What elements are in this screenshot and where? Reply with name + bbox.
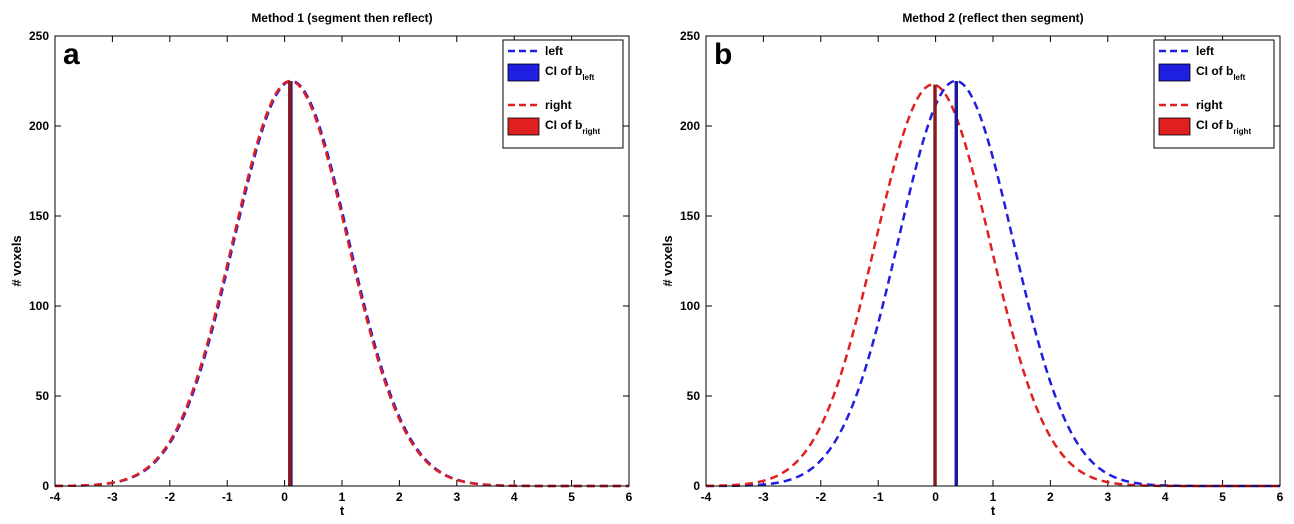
legend-swatch-ci-right: [1158, 117, 1191, 136]
y-tick-label: 150: [29, 209, 49, 223]
y-tick-label: 100: [29, 299, 49, 313]
x-tick-label: 2: [396, 490, 403, 504]
legend-label-left: left: [1196, 44, 1214, 58]
y-tick-label: 100: [680, 299, 700, 313]
x-axis-label: t: [991, 503, 996, 518]
series-line-right: [54, 79, 629, 488]
y-tick-label: 250: [680, 29, 700, 43]
x-tick-label: -1: [873, 490, 884, 504]
panel-letter: a: [63, 38, 80, 71]
x-tick-label: 2: [1047, 490, 1054, 504]
x-tick-label: 3: [453, 490, 460, 504]
legend-label-left: left: [545, 44, 563, 58]
chart-panel-b: Method 2 (reflect then segment) -4 -3 -2 -1 0…: [660, 11, 1284, 518]
x-tick-label: -4: [50, 490, 61, 504]
x-tick-label: 3: [1104, 490, 1111, 504]
x-tick-label: 6: [626, 490, 633, 504]
x-tick-label: 1: [339, 490, 346, 504]
legend-label-right: right: [545, 98, 572, 112]
ci-bar-right: [933, 84, 937, 486]
y-tick-label: 0: [693, 479, 700, 493]
legend-label-ci-left: CI of bleft: [1196, 64, 1246, 82]
y-tick-label: 50: [36, 389, 50, 403]
ci-bar-left: [954, 81, 958, 486]
x-tick-label: 0: [281, 490, 288, 504]
legend-label-ci-left-sub: left: [582, 73, 594, 82]
legend-swatch-ci-left: [1158, 63, 1191, 82]
x-tick-label: 6: [1277, 490, 1284, 504]
x-tick-label: 4: [511, 490, 518, 504]
legend-swatch-ci-right: [507, 117, 540, 136]
panel-letter: b: [714, 38, 732, 71]
plot-frame: [54, 35, 630, 487]
x-tick-label: -2: [164, 490, 175, 504]
legend-label-ci-right: CI of bright: [1196, 118, 1251, 136]
x-axis-label: t: [340, 503, 345, 518]
x-tick-label: 5: [1219, 490, 1226, 504]
y-tick-label: 200: [680, 119, 700, 133]
x-tick-label: -4: [701, 490, 712, 504]
legend-label-ci-left: CI of bleft: [545, 64, 595, 82]
legend-label-ci-left-sub: left: [1233, 73, 1245, 82]
y-tick-label: 200: [29, 119, 49, 133]
x-tick-label: 5: [568, 490, 575, 504]
series-line-left: [705, 79, 1280, 488]
x-tick-label: 0: [932, 490, 939, 504]
x-tick-label: -3: [107, 490, 118, 504]
legend-label-ci-right: CI of bright: [545, 118, 600, 136]
x-tick-label: 1: [990, 490, 997, 504]
y-tick-label: 50: [687, 389, 701, 403]
legend-label-ci-left-main: CI of b: [545, 64, 582, 78]
chart-title: Method 1 (segment then reflect): [251, 11, 432, 25]
legend-label-right: right: [1196, 98, 1223, 112]
legend-swatch-ci-left: [507, 63, 540, 82]
x-tick-label: -1: [222, 490, 233, 504]
plot-frame: [705, 35, 1281, 487]
ci-bar-right: [288, 81, 292, 486]
legend-label-ci-right-main: CI of b: [1196, 118, 1233, 132]
x-tick-label: 4: [1162, 490, 1169, 504]
chart-panel-a: Method 1 (segment then reflect) -4 -3 -2 -1 0…: [9, 11, 633, 518]
legend-label-ci-right-sub: right: [582, 127, 600, 136]
y-tick-label: 250: [29, 29, 49, 43]
y-axis-label: # voxels: [9, 235, 24, 286]
x-tick-label: -2: [815, 490, 826, 504]
y-axis-label: # voxels: [660, 235, 675, 286]
x-tick-label: -3: [758, 490, 769, 504]
y-tick-label: 150: [680, 209, 700, 223]
legend-label-ci-right-main: CI of b: [545, 118, 582, 132]
legend-label-ci-left-main: CI of b: [1196, 64, 1233, 78]
y-tick-label: 0: [42, 479, 49, 493]
legend-label-ci-right-sub: right: [1233, 127, 1251, 136]
chart-title: Method 2 (reflect then segment): [902, 11, 1083, 25]
